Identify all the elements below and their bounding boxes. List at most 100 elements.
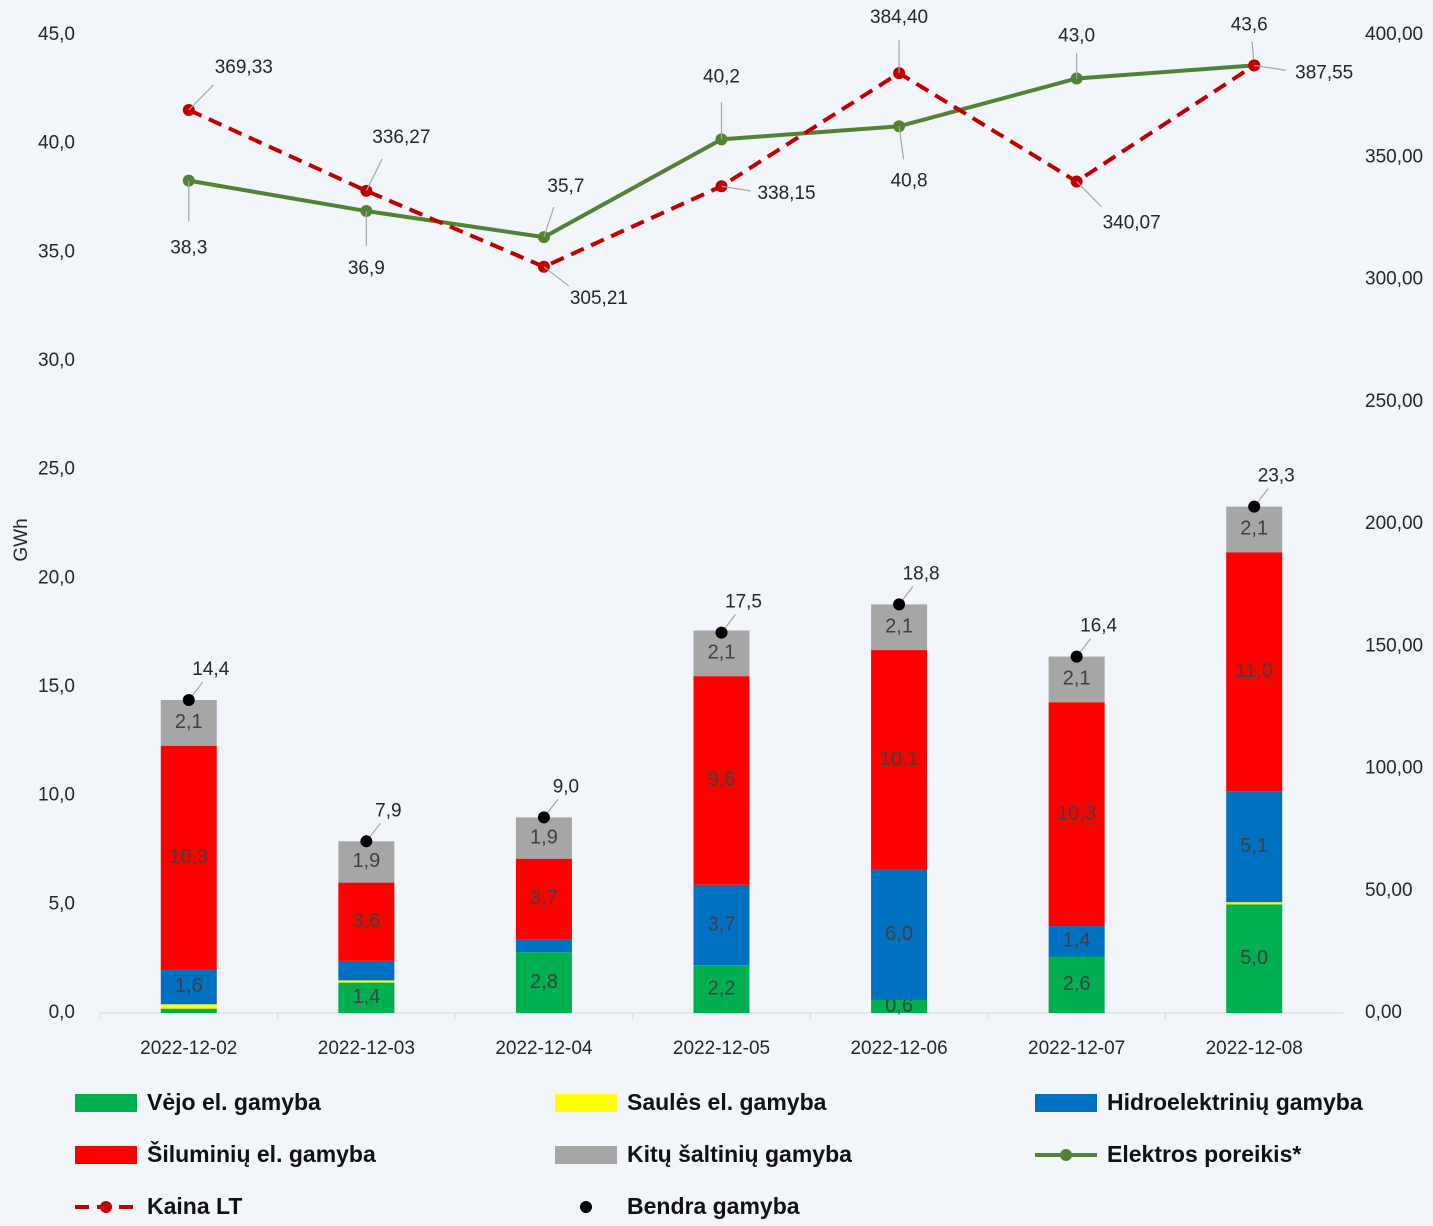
x-tick-label: 2022-12-05 xyxy=(673,1038,770,1059)
data-label: 2,2 xyxy=(708,977,736,999)
y-tick-label: 10,0 xyxy=(38,785,75,806)
legend-marker xyxy=(100,1201,112,1213)
y-tick-label: 15,0 xyxy=(38,676,75,697)
legend-label: Bendra gamyba xyxy=(627,1193,800,1219)
line xyxy=(188,63,1255,240)
data-label: 16,4 xyxy=(1080,616,1117,637)
data-label: 7,9 xyxy=(375,800,401,821)
data-label: 9,0 xyxy=(553,776,579,797)
data-label: 2,1 xyxy=(175,711,203,733)
x-tick-label: 2022-12-06 xyxy=(850,1038,947,1059)
y2-tick-label: 300,00 xyxy=(1365,269,1423,290)
leader-line xyxy=(898,126,905,160)
legend-marker xyxy=(580,1201,592,1213)
legend-label: Hidroelektrinių gamyba xyxy=(1107,1089,1363,1115)
bar-segment xyxy=(871,604,928,651)
data-label: 17,5 xyxy=(725,592,762,613)
data-label: 10,3 xyxy=(169,846,208,868)
data-label: 2,8 xyxy=(530,971,558,993)
bar-segment xyxy=(338,841,395,883)
legend-swatch xyxy=(555,1146,617,1164)
data-label: 2,1 xyxy=(885,616,913,638)
x-tick-label: 2022-12-04 xyxy=(495,1038,593,1059)
bar-segment xyxy=(160,1004,217,1009)
data-label: 18,8 xyxy=(903,563,940,584)
bar-segment xyxy=(1226,552,1283,792)
data-label: 11,0 xyxy=(1235,660,1272,682)
data-label: 2,1 xyxy=(1240,518,1268,540)
bar-segment xyxy=(515,817,572,859)
legend-swatch xyxy=(75,1146,137,1164)
legend-label: Vėjo el. gamyba xyxy=(147,1089,321,1115)
x-tick-label: 2022-12-02 xyxy=(140,1038,237,1059)
bar-segment xyxy=(1048,926,1105,957)
y-tick-label: 0,0 xyxy=(49,1002,75,1023)
data-label: 369,33 xyxy=(215,57,273,78)
leader-line xyxy=(188,84,214,111)
data-label: 23,3 xyxy=(1258,466,1295,487)
y-tick-label: 5,0 xyxy=(49,893,75,914)
legend-label: Elektros poreikis* xyxy=(1107,1141,1301,1167)
data-label: 40,8 xyxy=(891,170,928,191)
bar-segment xyxy=(1048,956,1105,1013)
data-label: 38,3 xyxy=(170,238,207,259)
data-label: 1,4 xyxy=(352,986,380,1008)
data-label: 5,1 xyxy=(1240,835,1268,857)
y2-tick-label: 0,00 xyxy=(1365,1002,1402,1023)
y2-tick-label: 350,00 xyxy=(1365,146,1423,167)
data-label: 14,4 xyxy=(192,659,229,680)
data-label: 338,15 xyxy=(757,183,815,204)
bar-segment xyxy=(338,882,395,961)
data-label: 387,55 xyxy=(1295,62,1353,83)
y2-tick-label: 250,00 xyxy=(1365,391,1423,412)
data-label: 3,6 xyxy=(352,910,380,932)
data-label: 340,07 xyxy=(1103,213,1161,234)
bar-segment xyxy=(338,982,395,1013)
data-label: 1,9 xyxy=(352,850,380,872)
y2-tick-label: 400,00 xyxy=(1365,24,1423,45)
legend-marker xyxy=(1060,1149,1072,1161)
data-label: 10,1 xyxy=(880,748,919,770)
data-label: 384,40 xyxy=(870,7,928,28)
legend-swatch xyxy=(555,1094,617,1112)
data-label: 3,7 xyxy=(708,913,736,935)
total-marker xyxy=(360,835,373,848)
data-label: 6,0 xyxy=(885,923,913,945)
y2-tick-label: 50,00 xyxy=(1365,880,1413,901)
bar-segment xyxy=(1226,506,1283,553)
total-marker xyxy=(893,598,906,611)
data-label: 336,27 xyxy=(372,127,430,148)
bar-segment xyxy=(515,939,572,953)
y-axis-label: GWh xyxy=(11,518,32,561)
y-tick-label: 40,0 xyxy=(38,133,75,154)
y-tick-label: 30,0 xyxy=(38,350,75,371)
legend-label: Kaina LT xyxy=(147,1193,242,1219)
x-tick-label: 2022-12-07 xyxy=(1028,1038,1125,1059)
data-label: 3,7 xyxy=(530,887,558,909)
x-tick-label: 2022-12-03 xyxy=(318,1038,415,1059)
bar-segment xyxy=(871,999,928,1013)
data-label: 43,0 xyxy=(1058,25,1095,46)
data-label: 40,2 xyxy=(703,66,740,87)
bar-segment xyxy=(1226,904,1283,1013)
data-label: 0,6 xyxy=(885,995,913,1017)
data-label: 1,4 xyxy=(1063,930,1091,952)
bar-segment xyxy=(160,745,217,970)
legend-label: Šiluminių el. gamyba xyxy=(147,1140,376,1167)
data-label: 2,1 xyxy=(708,642,736,664)
bar-segment xyxy=(160,1008,217,1013)
bar-segment xyxy=(160,969,217,1005)
data-label: 36,9 xyxy=(348,258,385,279)
bar-segment xyxy=(1226,902,1283,905)
bar-segment xyxy=(693,884,750,966)
total-marker xyxy=(537,811,550,824)
legend-swatch xyxy=(1035,1094,1097,1112)
data-label: 9,6 xyxy=(708,769,736,791)
leader-line xyxy=(543,266,570,287)
bar-segment xyxy=(515,952,572,1013)
total-marker xyxy=(1248,500,1261,513)
legend-swatch xyxy=(75,1094,137,1112)
bar-segment xyxy=(871,869,928,1000)
